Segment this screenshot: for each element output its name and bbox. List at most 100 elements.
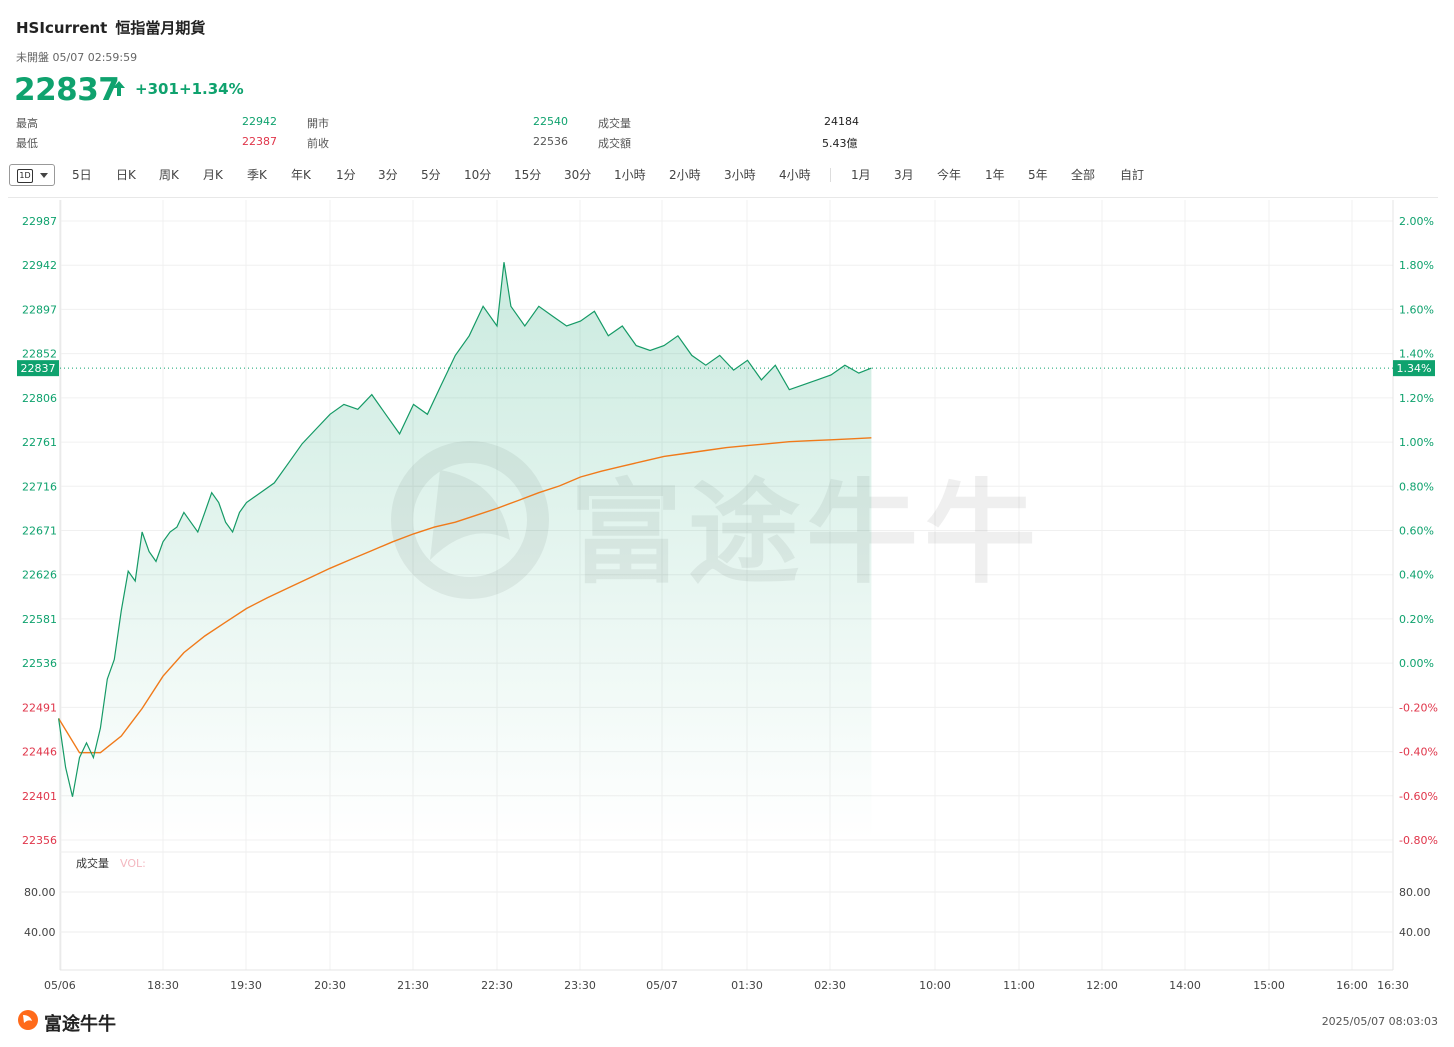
y-tick-left: 22581 bbox=[22, 613, 57, 626]
right-axis: 2.00% 1.80% 1.60% 1.40% 1.20% 1.00% 0.80% 0.60%… bbox=[1399, 215, 1438, 847]
x-tick: 21:30 bbox=[397, 979, 429, 992]
quote-title: HSIcurrent 恒指當月期貨 bbox=[16, 17, 205, 38]
tab-1year[interactable]: 1年 bbox=[985, 168, 1005, 182]
x-tick: 16:30 bbox=[1377, 979, 1409, 992]
volume-tick-right-80: 80.00 bbox=[1399, 886, 1431, 899]
chevron-down-icon bbox=[40, 173, 48, 178]
tab-1month[interactable]: 1月 bbox=[851, 168, 871, 182]
last-price-tag-left bbox=[17, 360, 59, 377]
high-label: 最高 bbox=[16, 117, 38, 130]
tab-3min[interactable]: 3分 bbox=[378, 168, 398, 182]
up-arrow-icon bbox=[113, 81, 125, 96]
y-tick-left: 22761 bbox=[22, 436, 57, 449]
tab-10min[interactable]: 10分 bbox=[464, 168, 492, 182]
toolbar-divider bbox=[830, 168, 831, 182]
y-tick-right: 1.00% bbox=[1399, 436, 1434, 449]
last-price: 22837 bbox=[14, 72, 120, 108]
turnover-label: 成交額 bbox=[598, 137, 631, 150]
open-value: 22540 bbox=[533, 115, 568, 128]
last-price-tag-left-text: 22837 bbox=[21, 362, 56, 375]
x-tick: 23:30 bbox=[564, 979, 596, 992]
tab-3month[interactable]: 3月 bbox=[894, 168, 914, 182]
tab-4hour[interactable]: 4小時 bbox=[779, 168, 811, 182]
tab-15min[interactable]: 15分 bbox=[514, 168, 542, 182]
footer-timestamp: 2025/05/07 08:03:03 bbox=[1321, 1015, 1438, 1028]
volume-panel: 成交量 VOL: 80.00 40.00 80.00 40.00 bbox=[24, 851, 1431, 939]
average-price-line bbox=[58, 437, 872, 754]
tab-30min[interactable]: 30分 bbox=[564, 168, 592, 182]
tab-custom[interactable]: 自訂 bbox=[1120, 168, 1145, 182]
y-tick-right: 0.20% bbox=[1399, 613, 1434, 626]
tab-5d[interactable]: 5日 bbox=[72, 168, 92, 182]
y-tick-right: 0.80% bbox=[1399, 480, 1434, 493]
y-tick-left: 22446 bbox=[22, 746, 57, 759]
y-tick-right: 0.00% bbox=[1399, 657, 1434, 670]
tab-5min[interactable]: 5分 bbox=[421, 168, 441, 182]
x-tick: 10:00 bbox=[919, 979, 951, 992]
y-tick-right: 0.60% bbox=[1399, 525, 1434, 538]
high-value: 22942 bbox=[242, 115, 277, 128]
price-line bbox=[58, 262, 872, 797]
period-select-label: 1D bbox=[17, 169, 33, 183]
y-tick-left: 22806 bbox=[22, 392, 57, 405]
y-tick-left: 22716 bbox=[22, 480, 57, 493]
tab-all[interactable]: 全部 bbox=[1071, 168, 1096, 182]
tab-1min[interactable]: 1分 bbox=[336, 168, 356, 182]
price-change-percent: +1.34% bbox=[179, 80, 244, 98]
x-tick: 05/06 bbox=[44, 979, 76, 992]
y-tick-left: 22897 bbox=[22, 303, 57, 316]
x-tick: 22:30 bbox=[481, 979, 513, 992]
y-tick-right: -0.40% bbox=[1399, 746, 1438, 759]
tab-quarterly-k[interactable]: 季K bbox=[247, 168, 267, 182]
prev-close-label: 前收 bbox=[307, 137, 329, 150]
tab-yearly-k[interactable]: 年K bbox=[291, 168, 311, 182]
volume-label: 成交量 bbox=[598, 117, 631, 130]
tab-5year[interactable]: 5年 bbox=[1028, 168, 1048, 182]
open-label: 開市 bbox=[307, 117, 329, 130]
y-tick-left: 22356 bbox=[22, 834, 57, 847]
volume-tick-left-40: 40.00 bbox=[24, 926, 56, 939]
tab-ytd[interactable]: 今年 bbox=[937, 168, 962, 182]
last-price-tag-right bbox=[1393, 360, 1435, 377]
left-axis: 22987 22942 22897 22852 22806 22761 22716 22671… bbox=[22, 215, 57, 847]
y-tick-right: 1.40% bbox=[1399, 348, 1434, 361]
turnover-value: 5.43億 bbox=[822, 137, 858, 150]
last-price-tags: 22837 1.34% bbox=[17, 360, 1435, 377]
y-tick-right: 0.40% bbox=[1399, 569, 1434, 582]
tab-daily-k[interactable]: 日K bbox=[116, 168, 136, 182]
price-change: +301 bbox=[135, 80, 179, 98]
x-tick: 01:30 bbox=[731, 979, 763, 992]
x-tick: 12:00 bbox=[1086, 979, 1118, 992]
y-tick-right: -0.20% bbox=[1399, 701, 1438, 714]
volume-panel-title: 成交量 bbox=[76, 856, 109, 870]
y-tick-right: 2.00% bbox=[1399, 215, 1434, 228]
volume-tick-left-80: 80.00 bbox=[24, 886, 56, 899]
x-tick: 05/07 bbox=[646, 979, 678, 992]
y-tick-right: 1.60% bbox=[1399, 303, 1434, 316]
y-tick-left: 22942 bbox=[22, 259, 57, 272]
volume-value: 24184 bbox=[824, 115, 859, 128]
y-tick-left: 22852 bbox=[22, 348, 57, 361]
x-tick: 16:00 bbox=[1336, 979, 1368, 992]
period-select-1d[interactable]: 1D bbox=[9, 164, 55, 186]
low-label: 最低 bbox=[16, 137, 38, 150]
tab-weekly-k[interactable]: 周K bbox=[159, 168, 179, 182]
tab-monthly-k[interactable]: 月K bbox=[203, 168, 223, 182]
x-tick: 18:30 bbox=[147, 979, 179, 992]
tab-2hour[interactable]: 2小時 bbox=[669, 168, 701, 182]
prev-close-value: 22536 bbox=[533, 135, 568, 148]
tab-3hour[interactable]: 3小時 bbox=[724, 168, 756, 182]
footer-brand: 富途牛牛 bbox=[44, 1014, 116, 1035]
tab-1hour[interactable]: 1小時 bbox=[614, 168, 646, 182]
x-tick: 19:30 bbox=[230, 979, 262, 992]
y-tick-left: 22401 bbox=[22, 790, 57, 803]
x-tick: 11:00 bbox=[1003, 979, 1035, 992]
y-tick-left: 22987 bbox=[22, 215, 57, 228]
market-status: 未開盤 05/07 02:59:59 bbox=[16, 51, 138, 64]
y-tick-left: 22626 bbox=[22, 569, 57, 582]
y-tick-left: 22671 bbox=[22, 525, 57, 538]
toolbar-divider-line bbox=[8, 197, 1438, 198]
y-tick-right: -0.60% bbox=[1399, 790, 1438, 803]
x-tick: 02:30 bbox=[814, 979, 846, 992]
